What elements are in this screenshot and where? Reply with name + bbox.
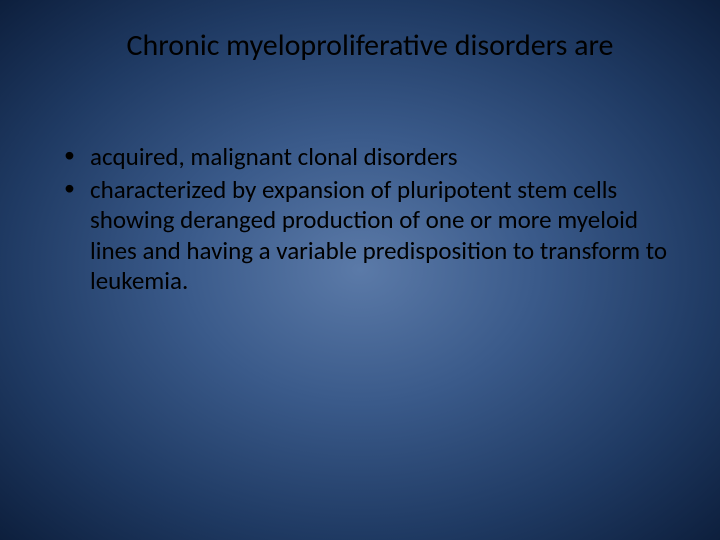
slide: Chronic myeloproliferative disorders are… [0,0,720,540]
list-item: acquired, malignant clonal disorders [62,142,670,173]
list-item: characterized by expansion of pluripoten… [62,175,670,297]
slide-title: Chronic myeloproliferative disorders are [80,28,660,64]
bullet-list: acquired, malignant clonal disorders cha… [50,142,670,297]
